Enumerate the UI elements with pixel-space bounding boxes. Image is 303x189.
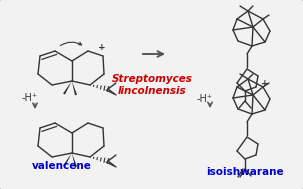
Text: Streptomyces: Streptomyces	[112, 74, 192, 84]
Text: lincolnensis: lincolnensis	[118, 86, 186, 96]
Text: valencene: valencene	[32, 161, 92, 171]
Polygon shape	[72, 153, 77, 167]
Polygon shape	[63, 81, 72, 94]
Text: -H⁺: -H⁺	[22, 93, 38, 103]
FancyArrowPatch shape	[60, 42, 82, 46]
Polygon shape	[72, 81, 77, 95]
Polygon shape	[63, 153, 72, 167]
Text: +: +	[98, 43, 106, 52]
Text: +: +	[261, 80, 269, 88]
Text: isoishwarane: isoishwarane	[206, 167, 284, 177]
Text: -H⁺: -H⁺	[197, 94, 213, 104]
